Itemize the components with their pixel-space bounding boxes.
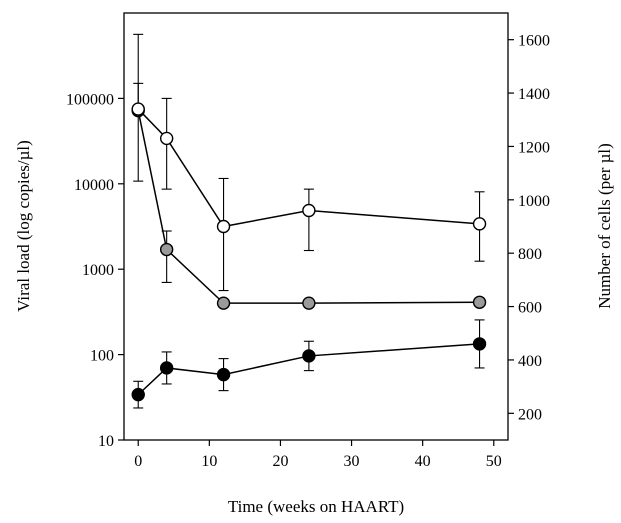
data-point (472, 217, 487, 231)
data-point (302, 203, 316, 218)
y-left-tick-label: 1000 (82, 262, 114, 279)
data-point (131, 387, 145, 402)
y-right-tick-label: 200 (518, 406, 542, 423)
data-point (216, 219, 231, 234)
y-right-tick-label: 1600 (518, 33, 550, 50)
y-axis-left: 10 100 1000 10000 100000 (66, 91, 124, 450)
data-point (302, 349, 316, 363)
x-tick-label: 40 (415, 453, 431, 470)
x-tick-label: 0 (134, 453, 142, 470)
data-point (159, 131, 174, 146)
y-left-tick-label: 10 (98, 433, 114, 450)
y-right-tick-label: 1000 (518, 193, 550, 210)
y-right-tick-label: 800 (518, 246, 542, 263)
x-tick-label: 10 (201, 453, 217, 470)
data-point (216, 296, 231, 310)
series-layer (131, 33, 487, 409)
data-point (159, 242, 174, 257)
data-point (216, 367, 231, 382)
x-axis: 0 10 20 30 40 50 (134, 440, 502, 470)
data-point (472, 337, 487, 351)
y-axis-left-label: Viral load (log copies/µl) (14, 140, 33, 312)
y-left-tick-label: 100000 (66, 91, 114, 108)
data-point (159, 361, 174, 375)
x-axis-label: Time (weeks on HAART) (228, 497, 404, 516)
plot-frame (123, 12, 509, 441)
y-axis-right-label: Number of cells (per µl) (595, 143, 614, 309)
y-right-tick-label: 1200 (518, 139, 550, 156)
y-axis-right: 200 400 600 800 1000 1200 1400 1600 (508, 33, 550, 423)
y-left-tick-label: 10000 (74, 177, 114, 194)
data-point (302, 296, 316, 310)
data-point (131, 102, 145, 116)
x-tick-label: 50 (486, 453, 502, 470)
data-point (472, 295, 487, 309)
series-black (131, 319, 487, 409)
series-open (131, 33, 487, 292)
y-left-tick-label: 100 (90, 348, 114, 365)
x-tick-label: 20 (272, 453, 288, 470)
y-right-tick-label: 400 (518, 353, 542, 370)
y-right-tick-label: 1400 (518, 86, 550, 103)
x-tick-label: 30 (344, 453, 360, 470)
y-right-tick-label: 600 (518, 300, 542, 317)
